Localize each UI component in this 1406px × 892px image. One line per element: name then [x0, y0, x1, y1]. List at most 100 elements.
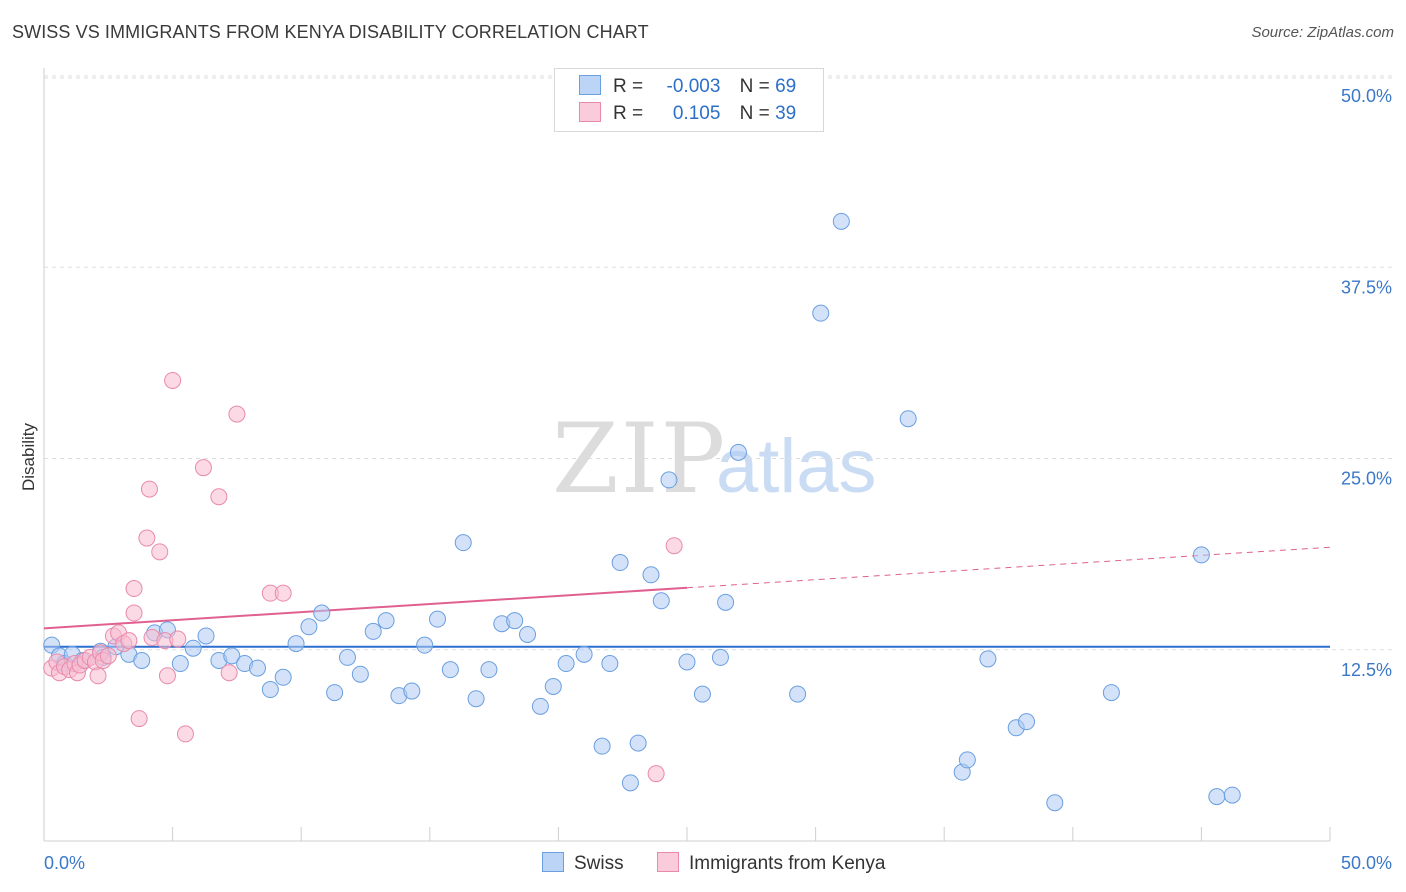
kenya-point: [99, 647, 117, 665]
swiss-point: [416, 636, 434, 654]
swiss-point: [133, 651, 151, 669]
swiss-point: [711, 648, 729, 666]
kenya-trend-extension: [686, 546, 1331, 589]
swiss-point: [958, 751, 976, 769]
swiss-point: [601, 655, 619, 673]
bottom-swiss-swatch: [542, 852, 564, 872]
kenya-point: [665, 537, 683, 555]
kenya-point: [125, 604, 143, 622]
trend-lines: [43, 546, 1331, 648]
swiss-point: [441, 661, 459, 679]
kenya-point: [151, 543, 169, 561]
kenya-point: [130, 710, 148, 728]
swiss-point: [274, 668, 292, 686]
swiss-r-label: R =: [613, 76, 644, 97]
swiss-point: [629, 734, 647, 752]
swiss-point: [611, 554, 629, 572]
swiss-point: [403, 682, 421, 700]
swiss-point: [261, 681, 279, 699]
swiss-point: [693, 685, 711, 703]
correlation-legend: R = -0.003 N = 69 R = 0.105 N = 39: [554, 68, 824, 132]
swiss-point: [364, 622, 382, 640]
swiss-point: [287, 635, 305, 653]
kenya-swatch: [579, 102, 601, 122]
y-tick-label: 37.5%: [1341, 277, 1392, 297]
swiss-point: [1102, 684, 1120, 702]
kenya-point: [158, 667, 176, 685]
data-points: [43, 212, 1241, 812]
swiss-point: [184, 639, 202, 657]
kenya-point: [210, 488, 228, 506]
swiss-point: [832, 212, 850, 230]
swiss-point: [1208, 788, 1226, 806]
swiss-point: [1223, 786, 1241, 804]
y-axis-title: Disability: [19, 422, 38, 491]
swiss-point: [678, 653, 696, 671]
swiss-swatch: [579, 75, 601, 95]
kenya-n-value: 39: [775, 103, 797, 124]
swiss-point: [660, 471, 678, 489]
swiss-r-value: -0.003: [666, 76, 721, 97]
kenya-point: [220, 664, 238, 682]
grid-lines: [44, 75, 1392, 651]
swiss-point: [467, 690, 485, 708]
kenya-point: [647, 765, 665, 783]
x-tick-label-min: 0.0%: [44, 853, 85, 873]
y-tick-label: 50.0%: [1341, 86, 1392, 106]
axis-labels: 12.5% 25.0% 37.5% 50.0% 0.0% 50.0% Disability: [19, 86, 1392, 873]
swiss-point: [1046, 794, 1064, 812]
swiss-point: [377, 612, 395, 630]
watermark-atlas: atlas: [716, 424, 877, 509]
swiss-point: [338, 648, 356, 666]
legend-row-swiss: R = -0.003 N = 69: [579, 75, 796, 98]
bottom-kenya-swatch: [657, 852, 679, 872]
kenya-trend-line: [43, 586, 688, 630]
swiss-n-value: 69: [775, 76, 797, 97]
swiss-point: [1192, 546, 1210, 564]
swiss-point: [652, 592, 670, 610]
watermark: ZIP atlas: [552, 403, 877, 515]
kenya-point: [120, 632, 138, 650]
kenya-point: [228, 405, 246, 423]
swiss-point: [429, 610, 447, 628]
kenya-n-label: N =: [739, 103, 770, 124]
bottom-legend-kenya: Immigrants from Kenya: [657, 852, 885, 875]
swiss-point: [789, 685, 807, 703]
swiss-point: [326, 684, 344, 702]
bottom-legend-swiss: Swiss: [542, 852, 624, 875]
swiss-point: [812, 304, 830, 322]
axes: [43, 68, 1331, 842]
kenya-point: [274, 584, 292, 602]
swiss-point: [717, 593, 735, 611]
x-tick-label-max: 50.0%: [1341, 853, 1392, 873]
swiss-point: [300, 618, 318, 636]
source-label: Source: ZipAtlas.com: [1251, 24, 1394, 41]
legend-row-kenya: R = 0.105 N = 39: [579, 102, 796, 125]
kenya-point: [194, 459, 212, 477]
kenya-point: [89, 667, 107, 685]
swiss-point: [593, 737, 611, 755]
swiss-point: [197, 627, 215, 645]
swiss-point: [171, 655, 189, 673]
swiss-point: [557, 655, 575, 673]
swiss-point: [519, 625, 537, 643]
swiss-point: [544, 677, 562, 695]
swiss-point: [248, 659, 266, 677]
swiss-point: [531, 697, 549, 715]
swiss-point: [575, 645, 593, 663]
swiss-point: [979, 650, 997, 668]
swiss-point: [899, 410, 917, 428]
y-tick-label: 12.5%: [1341, 660, 1392, 680]
swiss-point: [313, 604, 331, 622]
kenya-r-value: 0.105: [672, 103, 721, 124]
swiss-point: [480, 661, 498, 679]
swiss-point: [454, 534, 472, 552]
kenya-point: [125, 580, 143, 598]
swiss-point: [223, 647, 241, 665]
swiss-point: [1018, 713, 1036, 731]
swiss-point: [351, 665, 369, 683]
swiss-point: [642, 566, 660, 584]
kenya-point: [176, 725, 194, 743]
bottom-swiss-label: Swiss: [574, 853, 624, 874]
